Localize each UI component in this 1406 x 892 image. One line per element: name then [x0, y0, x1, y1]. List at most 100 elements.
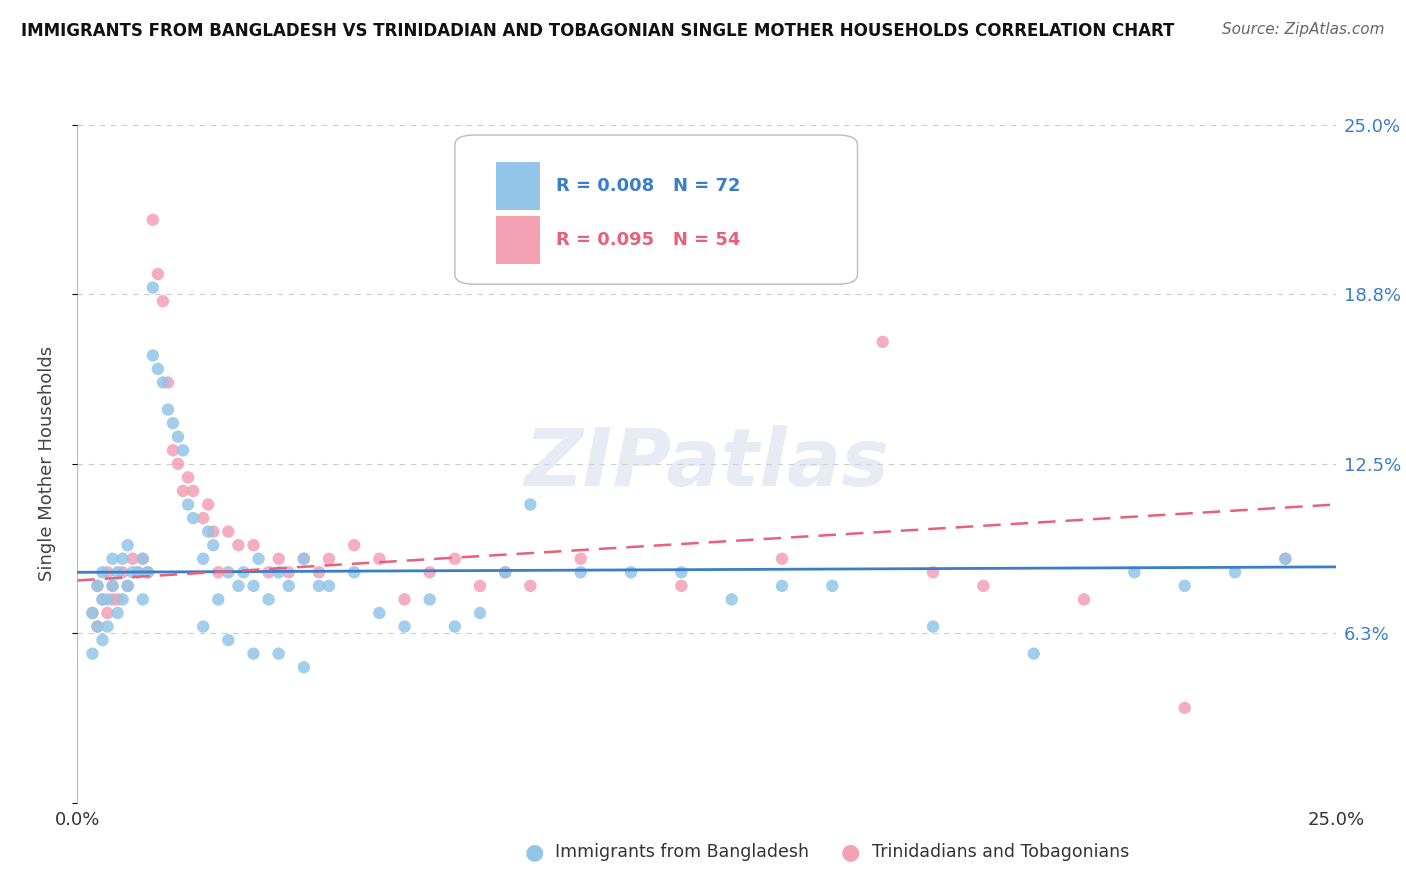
Text: Source: ZipAtlas.com: Source: ZipAtlas.com: [1222, 22, 1385, 37]
Point: [86, 579, 108, 593]
Point: [494, 566, 516, 580]
Point: [671, 579, 693, 593]
Point: [519, 579, 541, 593]
Point: [127, 566, 149, 580]
Point: [197, 524, 219, 539]
Point: [107, 566, 129, 580]
Point: [468, 579, 491, 593]
Point: [394, 592, 416, 607]
Point: [242, 579, 264, 593]
Point: [217, 566, 239, 580]
Point: [770, 579, 793, 593]
Point: [343, 566, 366, 580]
Point: [86, 579, 108, 593]
Point: [191, 551, 215, 566]
Point: [117, 579, 139, 593]
Point: [569, 566, 592, 580]
Point: [308, 566, 330, 580]
Point: [1123, 566, 1146, 580]
Point: [172, 443, 194, 458]
Point: [117, 538, 139, 552]
Point: [257, 566, 280, 580]
Point: [468, 606, 491, 620]
Point: [1174, 579, 1197, 593]
Point: [82, 606, 104, 620]
Point: [202, 538, 225, 552]
Point: [1073, 592, 1095, 607]
Point: [82, 606, 104, 620]
Point: [770, 551, 793, 566]
Bar: [496, 217, 540, 264]
Point: [444, 619, 467, 633]
Y-axis label: Single Mother Households: Single Mother Households: [38, 346, 56, 582]
Point: [267, 566, 290, 580]
Point: [292, 551, 315, 566]
Point: [132, 551, 155, 566]
Point: [257, 592, 280, 607]
Point: [267, 551, 290, 566]
Point: [86, 619, 108, 633]
Point: [569, 551, 592, 566]
Point: [1274, 551, 1296, 566]
Point: [127, 566, 149, 580]
Point: [142, 348, 165, 362]
Text: Immigrants from Bangladesh: Immigrants from Bangladesh: [555, 843, 810, 861]
Point: [821, 579, 844, 593]
Point: [394, 619, 416, 633]
Point: [181, 483, 204, 498]
Point: [242, 538, 264, 552]
Point: [419, 592, 441, 607]
Point: [111, 551, 134, 566]
Point: [101, 551, 124, 566]
Point: [922, 619, 945, 633]
Point: [922, 566, 945, 580]
Point: [444, 551, 467, 566]
Point: [91, 633, 114, 648]
Point: [121, 566, 143, 580]
Point: [318, 551, 340, 566]
Text: Trinidadians and Tobagonians: Trinidadians and Tobagonians: [872, 843, 1129, 861]
Point: [91, 566, 114, 580]
Point: [117, 579, 139, 593]
Text: ●: ●: [524, 842, 544, 862]
Point: [247, 551, 270, 566]
FancyBboxPatch shape: [456, 135, 858, 285]
Point: [292, 551, 315, 566]
Point: [1174, 701, 1197, 715]
Point: [318, 579, 340, 593]
Point: [217, 633, 239, 648]
Point: [228, 579, 250, 593]
Point: [202, 524, 225, 539]
Point: [101, 579, 124, 593]
Point: [267, 647, 290, 661]
Point: [162, 443, 184, 458]
Point: [96, 592, 118, 607]
Point: [232, 566, 254, 580]
Point: [162, 416, 184, 430]
Point: [167, 430, 190, 444]
Point: [96, 619, 118, 633]
Text: R = 0.095   N = 54: R = 0.095 N = 54: [555, 231, 740, 249]
Point: [152, 294, 174, 309]
Point: [972, 579, 994, 593]
Point: [136, 566, 159, 580]
Point: [197, 498, 219, 512]
Point: [142, 212, 165, 227]
Point: [207, 592, 229, 607]
Point: [1223, 566, 1246, 580]
Point: [82, 647, 104, 661]
Point: [343, 538, 366, 552]
Point: [519, 498, 541, 512]
Point: [91, 592, 114, 607]
Point: [167, 457, 190, 471]
Point: [91, 592, 114, 607]
Point: [136, 566, 159, 580]
Point: [101, 579, 124, 593]
Point: [156, 376, 179, 390]
Point: [292, 660, 315, 674]
Point: [101, 592, 124, 607]
Point: [191, 511, 215, 525]
Point: [419, 566, 441, 580]
Point: [217, 524, 239, 539]
Point: [86, 619, 108, 633]
